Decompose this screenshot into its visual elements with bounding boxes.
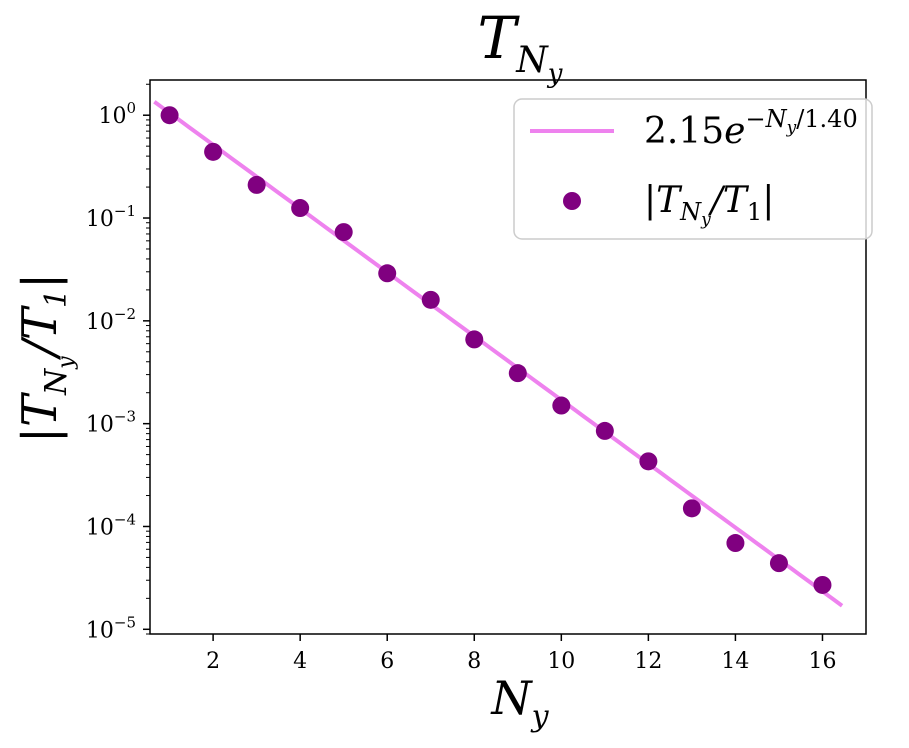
plot-area — [153, 100, 844, 608]
data-point — [247, 175, 266, 194]
data-point — [813, 575, 832, 594]
legend: 2.15e−Ny/1.40 |TNy/T1| — [513, 98, 873, 240]
data-point — [160, 106, 179, 125]
data-point — [682, 499, 701, 518]
data-point — [595, 421, 614, 440]
y-tick-label: 10−4 — [86, 510, 136, 540]
plot-frame — [149, 79, 867, 635]
x-tick-label: 2 — [206, 649, 220, 674]
x-tick-label: 16 — [808, 649, 836, 674]
data-point — [639, 452, 658, 471]
data-point — [508, 364, 527, 383]
x-ticks: 2 4 6 8 10 12 14 16 — [206, 634, 836, 674]
x-tick-label: 12 — [634, 649, 662, 674]
data-point — [552, 396, 571, 415]
x-tick-label: 4 — [293, 649, 307, 674]
data-point — [726, 534, 745, 553]
x-tick-label: 14 — [721, 649, 749, 674]
data-point — [421, 290, 440, 309]
y-ticks: 100 10−1 10−2 10−3 10−4 10−5 — [86, 83, 150, 643]
y-tick-label: 10−3 — [86, 408, 136, 438]
y-axis-label: |TNy/T1| — [12, 273, 79, 443]
fit-line — [153, 100, 844, 608]
legend-marker-swatch — [563, 192, 581, 210]
data-point — [769, 554, 788, 573]
chart-title: TNy — [478, 4, 563, 89]
y-tick-label: 100 — [98, 99, 136, 129]
x-axis-label: Ny — [490, 671, 549, 734]
y-tick-label: 10−1 — [86, 202, 136, 232]
data-point — [291, 199, 310, 218]
x-tick-label: 8 — [467, 649, 481, 674]
data-point — [378, 264, 397, 283]
x-tick-label: 10 — [547, 649, 575, 674]
x-tick-label: 6 — [380, 649, 394, 674]
y-tick-label: 10−5 — [86, 613, 136, 643]
y-tick-label: 10−2 — [86, 305, 136, 335]
data-point — [465, 330, 484, 349]
data-point — [204, 142, 223, 161]
legend-box — [513, 98, 873, 240]
data-point — [334, 223, 353, 242]
